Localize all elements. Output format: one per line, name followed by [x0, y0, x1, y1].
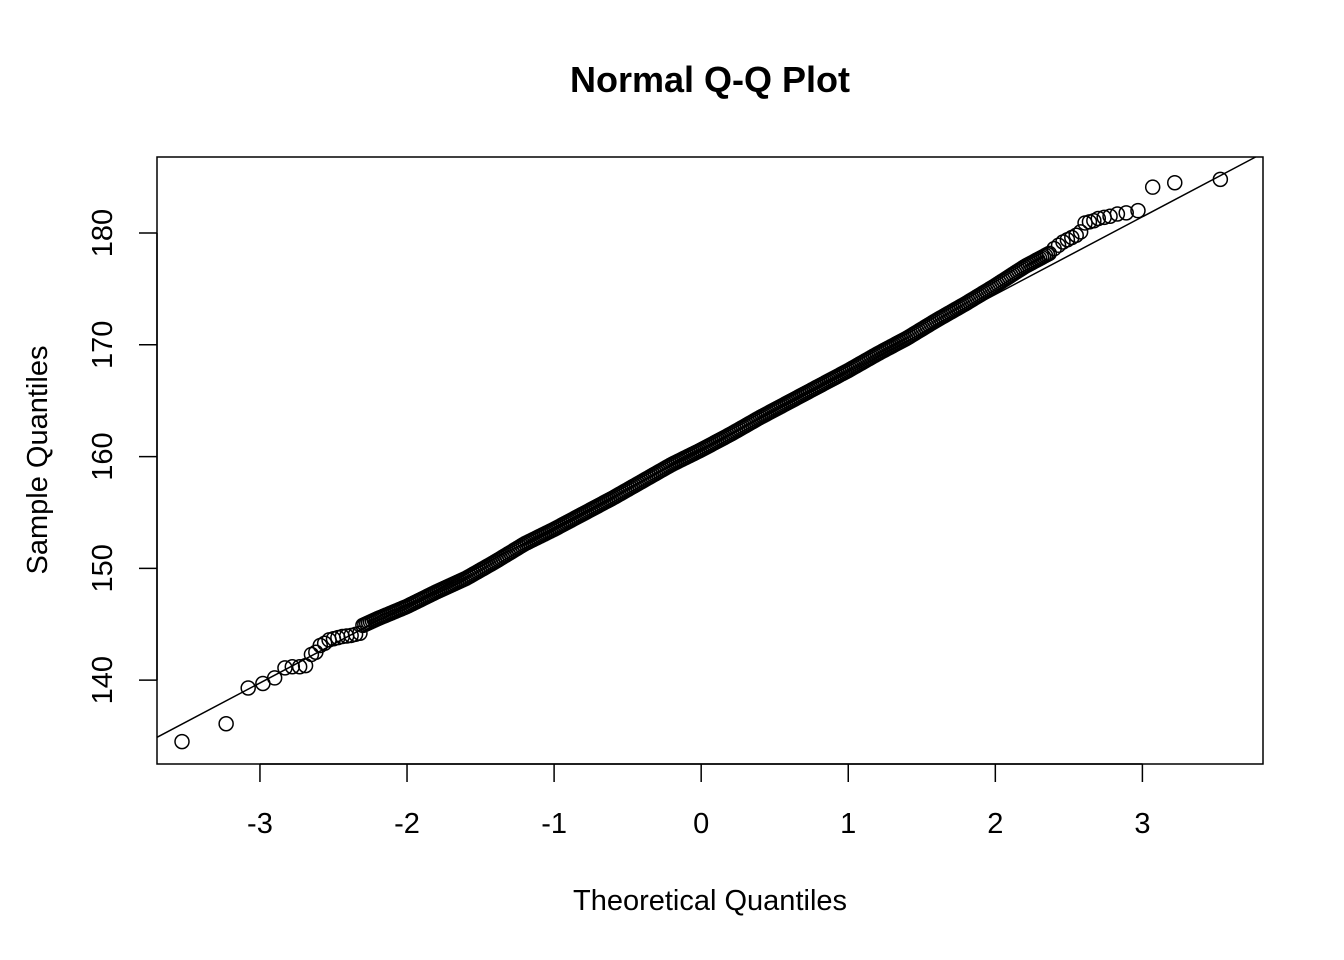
points-layer [174, 171, 1229, 750]
data-point [1072, 224, 1089, 240]
data-point [1041, 245, 1058, 262]
data-point [218, 716, 234, 732]
data-point [1167, 174, 1183, 191]
data-point [1144, 179, 1161, 195]
data-point [1090, 210, 1107, 227]
data-point [1130, 202, 1146, 219]
x-tick-label: 1 [840, 808, 856, 840]
x-tick-label: 2 [987, 808, 1003, 840]
x-axis: -3 -2 -1 0 1 2 3 [247, 763, 1150, 840]
reference-line [156, 156, 1256, 739]
y-tick-label: 180 [87, 209, 119, 257]
data-point [1068, 227, 1084, 243]
data-point [316, 635, 333, 652]
data-point [291, 659, 308, 675]
data-point [240, 680, 256, 696]
data-point [1212, 171, 1229, 188]
y-tick-label: 150 [87, 544, 119, 592]
chart-title: Normal Q-Q Plot [570, 59, 850, 100]
x-axis-label: Theoretical Quantiles [573, 885, 847, 917]
x-tick-label: -3 [247, 808, 273, 840]
data-point [1118, 205, 1134, 221]
x-tick-label: -2 [394, 808, 420, 840]
y-tick-label: 140 [87, 656, 119, 704]
y-axis-label: Sample Quantiles [22, 346, 54, 575]
plot-frame [156, 156, 1264, 765]
x-tick-label: -1 [541, 808, 567, 840]
x-tick-label: 0 [693, 808, 709, 840]
y-axis: 140 150 160 170 180 [87, 209, 158, 704]
data-point [1050, 237, 1067, 254]
data-point [266, 670, 283, 686]
data-point [174, 733, 190, 750]
y-tick-label: 160 [87, 432, 119, 480]
data-point [277, 660, 293, 676]
data-point [1102, 208, 1118, 224]
data-point [1109, 206, 1126, 222]
y-tick-label: 170 [87, 321, 119, 369]
x-tick-label: 3 [1134, 808, 1150, 840]
